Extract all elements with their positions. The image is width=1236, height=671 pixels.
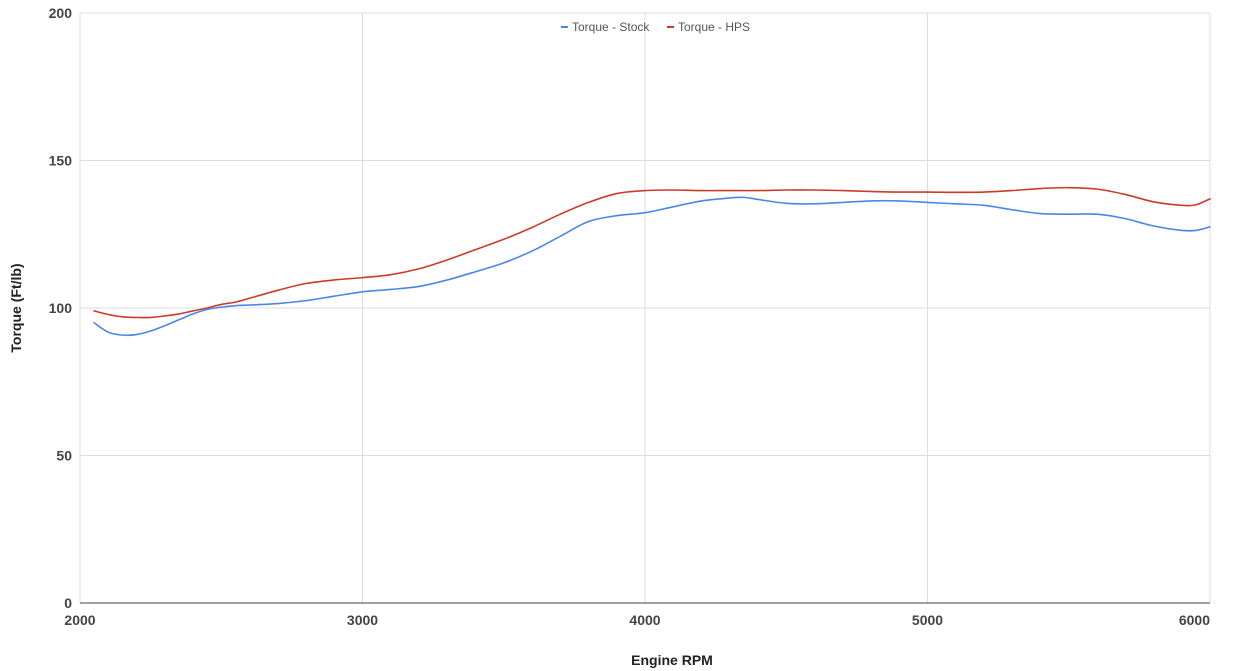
x-axis-title: Engine RPM xyxy=(631,652,713,668)
y-tick-label: 150 xyxy=(49,153,73,169)
x-tick-label: 5000 xyxy=(912,612,943,628)
legend-label: Torque - HPS xyxy=(678,20,750,34)
x-tick-label: 6000 xyxy=(1179,612,1210,628)
x-tick-label: 3000 xyxy=(347,612,378,628)
tick-labels: 0 50 100 150 200 2000 3000 4000 5000 6000 xyxy=(49,5,1211,628)
y-axis-title: Torque (Ft/lb) xyxy=(8,263,24,352)
legend: Torque - Stock Torque - HPS xyxy=(561,20,750,34)
legend-item-torque-stock: Torque - Stock xyxy=(561,20,650,34)
legend-item-torque-hps: Torque - HPS xyxy=(667,20,750,34)
y-tick-label: 0 xyxy=(64,595,72,611)
legend-label: Torque - Stock xyxy=(572,20,650,34)
y-tick-label: 200 xyxy=(49,5,73,21)
x-tick-label: 2000 xyxy=(64,612,95,628)
y-tick-label: 100 xyxy=(49,300,73,316)
series-line-torque-hps xyxy=(93,186,1211,319)
x-tick-label: 4000 xyxy=(629,612,660,628)
series-line-torque-stock xyxy=(93,196,1211,337)
y-tick-label: 50 xyxy=(56,448,72,464)
series-lines xyxy=(93,186,1211,337)
gridlines xyxy=(79,12,1211,603)
